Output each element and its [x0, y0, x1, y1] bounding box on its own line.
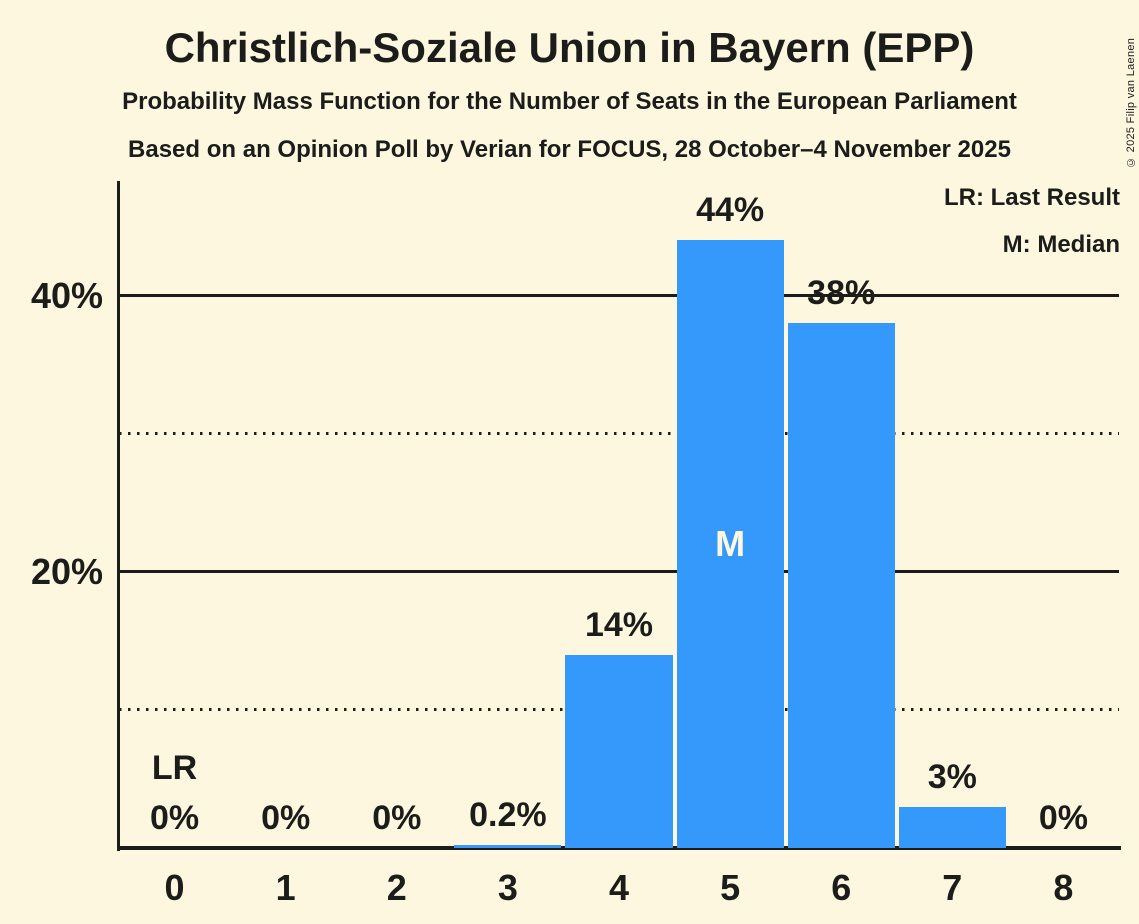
- x-axis: [117, 846, 1121, 850]
- bar-label-seat-0: 0%: [149, 799, 200, 837]
- legend-median: M: Median: [1002, 231, 1120, 258]
- gridline-30: [119, 431, 1119, 435]
- bar-seat-4: [565, 655, 673, 848]
- bar-seat-7: [898, 807, 1006, 848]
- bar-seat-3: [454, 845, 562, 848]
- x-tick-label-3: 3: [497, 867, 518, 908]
- chart-legend: LR: Last Result M: Median: [944, 184, 1120, 278]
- x-tick-label-0: 0: [164, 867, 185, 908]
- x-tick-label-2: 2: [386, 867, 407, 908]
- x-tick-label-8: 8: [1053, 867, 1074, 908]
- bar-label-seat-8: 0%: [1038, 799, 1088, 837]
- chart-source-line: Based on an Opinion Poll by Verian for F…: [128, 136, 1011, 163]
- y-tick-label-20: 20%: [30, 550, 103, 592]
- bar-label-seat-1: 0%: [261, 799, 311, 837]
- bar-seat-6: [787, 323, 895, 848]
- bar-label-seat-4: 14%: [584, 606, 654, 644]
- last-result-marker: LR: [151, 749, 198, 787]
- x-tick-label-6: 6: [831, 867, 852, 908]
- page-title: Christlich-Soziale Union in Bayern (EPP): [164, 24, 975, 71]
- median-marker: M: [715, 523, 746, 564]
- bar-label-seat-5: 44%: [696, 191, 765, 229]
- legend-last-result: LR: Last Result: [943, 184, 1120, 211]
- x-tick-label-1: 1: [275, 867, 296, 908]
- y-tick-label-40: 40%: [30, 274, 103, 316]
- gridline-20: [119, 569, 1119, 573]
- x-tick-label-7: 7: [942, 867, 963, 908]
- bar-label-seat-7: 3%: [927, 758, 977, 796]
- x-tick-label-4: 4: [608, 867, 629, 908]
- x-tick-label-5: 5: [720, 867, 741, 908]
- chart-subtitle: Probability Mass Function for the Number…: [122, 88, 1017, 115]
- copyright-notice: © 2025 Filip van Laenen: [1125, 37, 1137, 168]
- bar-label-seat-2: 0%: [372, 799, 422, 837]
- y-axis: [117, 181, 120, 851]
- gridline-40: [119, 293, 1119, 297]
- bar-label-seat-6: 38%: [807, 274, 876, 312]
- bar-seat-5: [676, 240, 784, 848]
- bar-label-seat-3: 0.2%: [469, 796, 547, 834]
